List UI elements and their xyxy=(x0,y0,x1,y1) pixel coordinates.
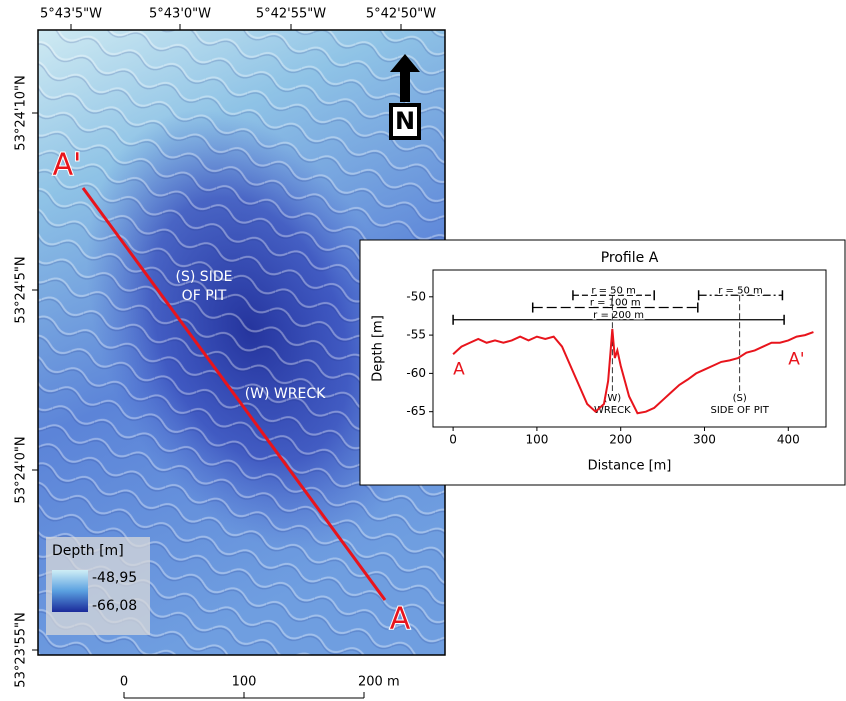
range-label: r = 50 m xyxy=(591,285,636,296)
marker-label: WRECK xyxy=(594,405,631,416)
end-label: A' xyxy=(788,350,804,370)
legend: Depth [m] -48,95 -66,08 xyxy=(46,537,150,635)
range-label: r = 50 m xyxy=(718,285,763,296)
lat-label: 53°23'55"N xyxy=(14,612,29,687)
x-tick-label: 0 xyxy=(449,433,457,447)
profile-end-label: A' xyxy=(53,148,82,183)
marker-label: SIDE OF PIT xyxy=(710,405,769,416)
lon-label: 5°42'55"W xyxy=(256,7,326,22)
scale-bar xyxy=(124,692,364,698)
y-tick-label: -65 xyxy=(406,404,426,418)
scale-label: 200 m xyxy=(358,675,400,690)
end-label: A xyxy=(453,360,465,380)
marker-label: (S) xyxy=(733,393,747,404)
lat-label: 53°24'10"N xyxy=(14,75,29,150)
lat-label: 53°24'5"N xyxy=(14,256,29,323)
lon-label: 5°43'5"W xyxy=(40,7,102,22)
profile-start-label: A xyxy=(390,602,411,637)
lon-label: 5°43'0"W xyxy=(149,7,211,22)
lon-label: 5°42'50"W xyxy=(366,7,436,22)
lat-label: 53°24'0"N xyxy=(14,436,29,503)
pit-label: OF PIT xyxy=(182,288,227,304)
figure: 5°43'5"W 5°43'0"W 5°42'55"W 5°42'50"W 53… xyxy=(0,0,846,701)
range-label: r = 200 m xyxy=(593,310,644,321)
y-axis-label: Depth [m] xyxy=(371,315,386,382)
profile-inset: Profile A 0 100 200 300 400 -65 -60 -55 -50 Distan… xyxy=(360,240,845,485)
y-tick-label: -55 xyxy=(406,328,426,342)
chart-title: Profile A xyxy=(601,250,659,266)
scale-label: 0 xyxy=(120,675,128,690)
wreck-label: (W) WRECK xyxy=(245,386,326,402)
legend-min: -66,08 xyxy=(92,598,137,614)
scale-label: 100 xyxy=(232,675,257,690)
x-tick-label: 100 xyxy=(525,433,548,447)
range-label: r = 100 m xyxy=(590,298,641,309)
legend-ramp xyxy=(52,570,88,612)
x-tick-label: 200 xyxy=(609,433,632,447)
x-axis-label: Distance [m] xyxy=(588,459,672,474)
pit-label: (S) SIDE xyxy=(176,269,233,285)
y-tick-label: -60 xyxy=(406,366,426,380)
legend-title: Depth [m] xyxy=(52,543,124,559)
legend-max: -48,95 xyxy=(92,570,137,586)
x-tick-label: 400 xyxy=(777,433,800,447)
x-tick-label: 300 xyxy=(693,433,716,447)
y-tick-label: -50 xyxy=(406,289,426,303)
north-label: N xyxy=(395,107,415,135)
